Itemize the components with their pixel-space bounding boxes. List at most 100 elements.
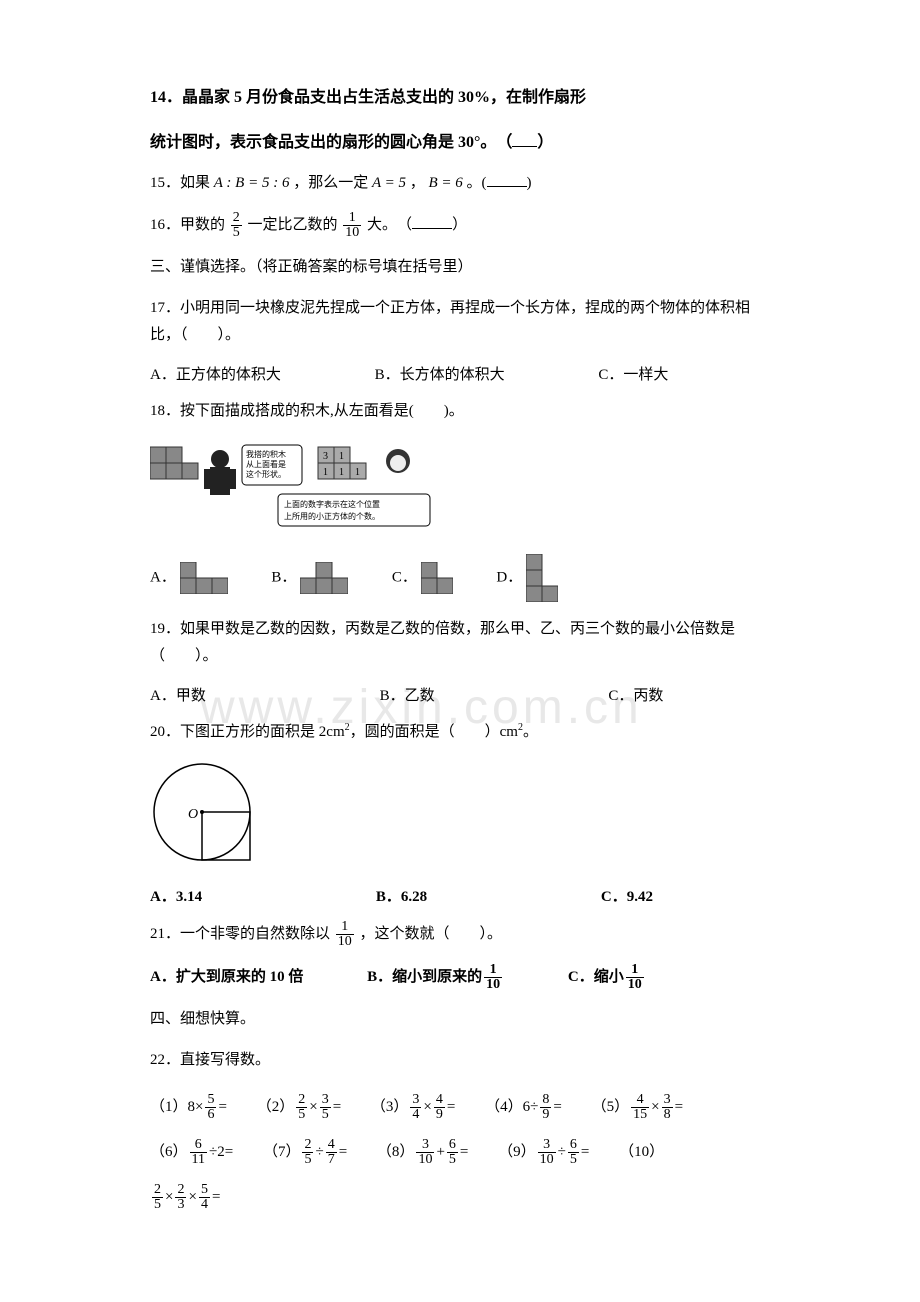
svg-text:1: 1: [355, 467, 360, 478]
q20-pre: 下图正方形的面积是 2: [180, 724, 326, 740]
calc5-f1d: 15: [631, 1108, 649, 1122]
q18-opt-a[interactable]: A．: [150, 562, 228, 594]
q18-opt-b[interactable]: B．: [271, 562, 348, 594]
section3-heading: 三、谨慎选择。（将正确答案的标号填在括号里）: [150, 254, 770, 281]
calc4-eq: =: [553, 1099, 561, 1115]
q20-post: 。: [523, 724, 538, 740]
q19-text: 如果甲数是乙数的因数，丙数是乙数的倍数，那么甲、乙、丙三个数的最小公倍数是（ ）…: [150, 621, 735, 664]
calc9-f2n: 6: [568, 1138, 579, 1153]
calc-8: （8）310+65=: [377, 1133, 468, 1172]
calc6-fd: 11: [190, 1153, 207, 1167]
q17-opt-b[interactable]: B．长方体的体积大: [375, 363, 505, 384]
q16-f1d: 5: [231, 226, 242, 240]
q20-opt-c[interactable]: C．9.42: [601, 885, 653, 906]
q19-num: 19．: [150, 621, 180, 637]
calc4-fn: 8: [540, 1093, 551, 1108]
calc9-f1n: 3: [538, 1138, 556, 1153]
calc10-op2: ×: [188, 1189, 196, 1205]
q21-b-pre: B．缩小到原来的: [367, 969, 482, 985]
q18-opt-d[interactable]: D．: [496, 554, 558, 602]
q18-text: 按下面描成搭成的积木,从左面看是( )。: [180, 403, 464, 419]
calc10-f1n: 2: [152, 1183, 163, 1198]
q21-c-frac: 110: [626, 963, 644, 992]
q19-opt-c[interactable]: C．丙数: [608, 684, 663, 705]
q17-options: A．正方体的体积大 B．长方体的体积大 C．一样大: [150, 363, 770, 384]
calc-row-2: （6）611÷2= （7）25÷47= （8）310+65= （9）310÷65…: [150, 1133, 770, 1172]
q16-f2d: 10: [343, 226, 361, 240]
calc8-f2n: 6: [447, 1138, 458, 1153]
q14-close: ）: [537, 134, 553, 151]
q21-opt-b[interactable]: B．缩小到原来的110: [367, 963, 504, 992]
q14-text-b: 统计图时，表示食品支出的扇形的圆心角是 30°。 （: [150, 134, 512, 151]
calc-3: （3）34×49=: [371, 1088, 455, 1127]
calc9-f2d: 5: [568, 1153, 579, 1167]
calc4-label: （4）: [485, 1099, 523, 1115]
calc-10-label: （10）: [619, 1133, 664, 1172]
q20-num: 20．: [150, 724, 180, 740]
calc2-op: ×: [309, 1099, 317, 1115]
calc2-f1n: 2: [296, 1093, 307, 1108]
q18-bubble1c: 这个形状。: [246, 469, 286, 479]
calc5-f2d: 8: [662, 1108, 673, 1122]
q18-bubble1a: 我搭的积木: [246, 449, 286, 459]
calc7-label: （7）: [263, 1144, 301, 1160]
q16-f1n: 2: [231, 211, 242, 226]
calc8-f2d: 5: [447, 1153, 458, 1167]
calc10-f3n: 5: [199, 1183, 210, 1198]
calc2-f1d: 5: [296, 1108, 307, 1122]
q19-opt-b[interactable]: B．乙数: [380, 684, 435, 705]
calc10-eq: =: [212, 1189, 220, 1205]
svg-text:3: 3: [323, 451, 328, 462]
q18-opt-c[interactable]: C．: [392, 562, 453, 594]
calc1-fn: 5: [205, 1093, 216, 1108]
calc8-f1d: 10: [416, 1153, 434, 1167]
q21-line: 21．一个非零的自然数除以 110 ，这个数就（ ）。: [150, 920, 770, 949]
calc10-label: （10）: [619, 1144, 664, 1160]
q20-opt-b[interactable]: B．6.28: [376, 885, 427, 906]
calc-10: 25×23×54=: [150, 1178, 220, 1217]
calc3-label: （3）: [371, 1099, 409, 1115]
q21-opt-c[interactable]: C．缩小110: [568, 963, 646, 992]
q21-cfd: 10: [626, 978, 644, 992]
q15-num: 15．: [150, 175, 180, 191]
q14-text-a: 晶晶家 5 月份食品支出占生活总支出的 30%，在制作扇形: [182, 89, 586, 106]
q17-opt-c[interactable]: C．一样大: [598, 363, 668, 384]
calc7-eq: =: [339, 1144, 347, 1160]
q18-bubble1b: 从上面看是: [246, 460, 286, 469]
q15-close: ): [527, 175, 532, 191]
q14-blank[interactable]: [512, 133, 537, 147]
q16-frac2: 110: [343, 211, 361, 240]
q21-opt-a[interactable]: A．扩大到原来的 10 倍: [150, 965, 303, 986]
calc-2: （2）25×35=: [257, 1088, 341, 1127]
calc2-eq: =: [333, 1099, 341, 1115]
q21-fn: 1: [336, 920, 354, 935]
calc7-f1d: 5: [302, 1153, 313, 1167]
q16-blank[interactable]: [412, 215, 452, 229]
q18-bubble2b: 上所用的小正方体的个数。: [284, 511, 380, 521]
calc6-label: （6）: [150, 1144, 188, 1160]
q16-post: 大。 （: [367, 217, 412, 233]
calc-row-3: 25×23×54=: [150, 1178, 770, 1217]
q18-opt-c-label: C．: [392, 570, 417, 586]
calc5-f1n: 4: [631, 1093, 649, 1108]
calc10-f2n: 2: [175, 1183, 186, 1198]
calc9-label: （9）: [498, 1144, 536, 1160]
q21-c-pre: C．缩小: [568, 969, 624, 985]
q18-line: 18．按下面描成搭成的积木,从左面看是( )。: [150, 398, 770, 425]
q17-text: 小明用同一块橡皮泥先捏成一个正方体，再捏成一个长方体，捏成的两个物体的体积相比，…: [150, 300, 750, 343]
q15-blank[interactable]: [487, 173, 527, 187]
q16-mid: 一定比乙数的: [248, 217, 338, 233]
q21-pre: 一个非零的自然数除以: [180, 926, 330, 942]
calc8-eq: =: [460, 1144, 468, 1160]
q20-unit1: cm: [326, 724, 344, 740]
q19-opt-a[interactable]: A．甲数: [150, 684, 206, 705]
calc1-fd: 6: [205, 1108, 216, 1122]
q17-opt-a[interactable]: A．正方体的体积大: [150, 363, 281, 384]
q15-pre: 如果: [180, 175, 210, 191]
calc-1: （1）8×56=: [150, 1088, 227, 1127]
q20-opt-a[interactable]: A．3.14: [150, 885, 202, 906]
calc5-op: ×: [651, 1099, 659, 1115]
calc8-op: +: [436, 1144, 444, 1160]
calc3-eq: =: [447, 1099, 455, 1115]
calc1-label: （1）: [150, 1099, 188, 1115]
